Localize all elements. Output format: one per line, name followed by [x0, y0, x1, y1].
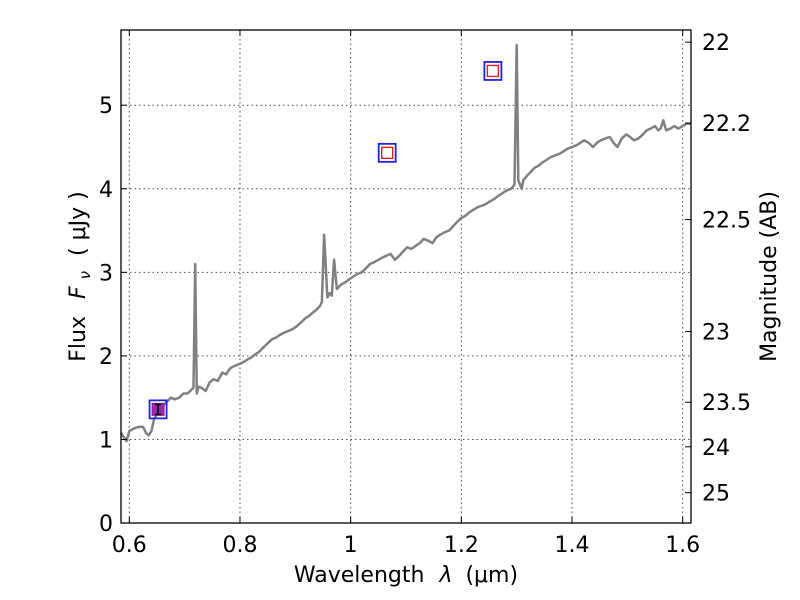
mag-tick-label: 22.5 — [702, 209, 751, 234]
y-tick-label: 0 — [99, 512, 113, 537]
y-axis-label-unit: ( μJy ) — [66, 191, 91, 256]
photometry-outer-square — [377, 142, 397, 163]
x-tick-label: 1.2 — [444, 533, 479, 558]
photometry-outer-square — [483, 61, 503, 81]
y-axis-label-symbol: F — [66, 286, 91, 299]
photometry-open-square — [486, 64, 500, 78]
mag-tick-label: 25 — [702, 482, 730, 507]
series-layer — [119, 43, 691, 443]
x-tick-label: 0.6 — [112, 533, 147, 558]
mag-tick-label: 22.2 — [702, 112, 751, 137]
photometry-point — [377, 142, 397, 163]
y-axis-label-subscript: ν — [76, 271, 94, 279]
plot-frame — [120, 29, 692, 524]
mag-tick-label: 23.5 — [702, 391, 751, 416]
mag-tick-label: 23 — [702, 321, 730, 346]
photometry-open-square — [380, 146, 394, 160]
x-axis-label-unit: (μm) — [465, 563, 518, 588]
x-tick-label: 0.8 — [222, 533, 257, 558]
photometry-outer-square — [148, 399, 168, 420]
y-tick-label: 1 — [99, 428, 113, 453]
photometry-point — [148, 399, 168, 420]
x-axis-label-text: Wavelength — [294, 563, 425, 588]
y-tick-label: 4 — [99, 178, 113, 203]
x-axis-label-symbol: λ — [438, 563, 452, 588]
x-axis-label: Wavelength λ (μm) — [294, 563, 518, 588]
y-tick-label: 5 — [99, 94, 113, 119]
y-axis-label-text: Flux — [66, 316, 91, 362]
axis-ticks: 0.6 0.8 1 1.2 1.4 1.60123452222.222.52323.524… — [99, 30, 751, 558]
right-axis-label: Magnitude (AB) — [757, 191, 782, 362]
mag-tick-label: 24 — [702, 436, 730, 461]
grid-lines — [121, 30, 691, 524]
photometry-markers — [148, 61, 503, 420]
x-tick-label: 1.6 — [665, 533, 700, 558]
photometry-point — [483, 61, 503, 81]
spectrum-line — [119, 43, 691, 443]
x-tick-label: 1.4 — [555, 533, 590, 558]
x-tick-label: 1 — [344, 533, 358, 558]
mag-tick-label: 22 — [702, 31, 730, 56]
y-tick-label: 2 — [99, 345, 113, 370]
y-tick-label: 3 — [99, 261, 113, 286]
y-axis-label: Flux F ν ( μJy ) — [66, 191, 96, 361]
